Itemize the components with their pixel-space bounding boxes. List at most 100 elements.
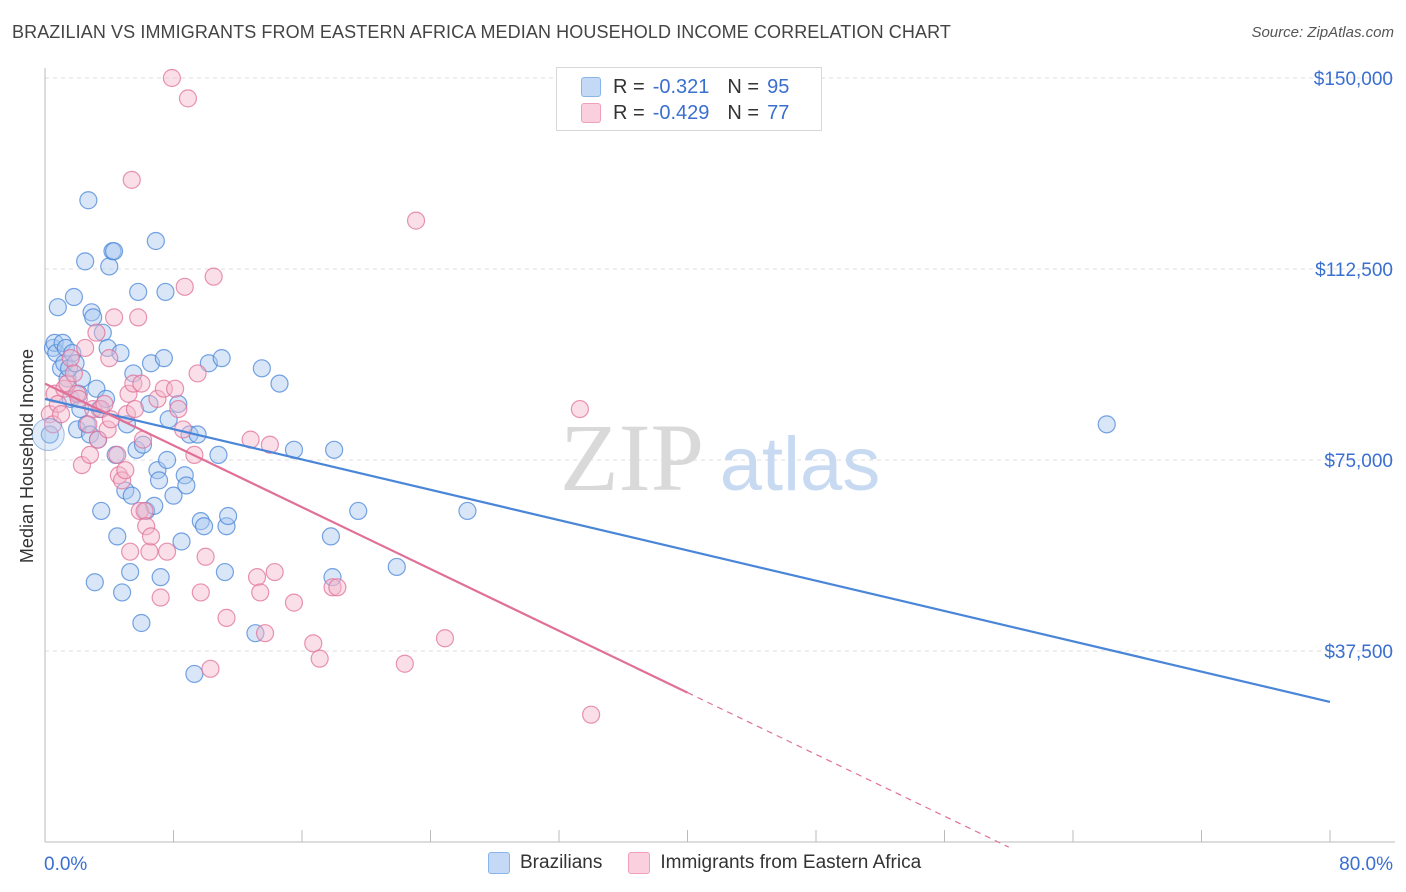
series-eastern-africa <box>40 68 601 724</box>
data-point <box>151 588 170 607</box>
data-point <box>458 501 477 521</box>
data-point <box>146 231 165 251</box>
data-point <box>212 349 231 368</box>
data-point <box>252 359 271 378</box>
series-legend-eastern-africa: Immigrants from Eastern Africa <box>628 852 921 874</box>
data-point <box>108 445 127 465</box>
data-point <box>406 211 426 230</box>
legend-r-label: R = <box>613 101 645 124</box>
watermark: ZIP atlas <box>560 404 880 511</box>
data-point <box>132 613 151 633</box>
trend-line-extension-1 <box>687 692 1010 848</box>
data-point <box>133 435 153 454</box>
data-point <box>178 89 198 108</box>
data-point <box>156 282 175 302</box>
y-tick-label: $150,000 <box>1314 69 1393 90</box>
data-point <box>85 573 104 592</box>
watermark-atlas: atlas <box>720 422 881 507</box>
data-point <box>217 608 236 627</box>
data-point <box>1097 415 1116 434</box>
data-point <box>166 379 185 398</box>
data-point <box>61 349 80 368</box>
data-point <box>188 364 207 383</box>
y-tick-label: $37,500 <box>1324 642 1393 663</box>
data-point <box>79 415 98 434</box>
data-point <box>111 343 130 363</box>
data-point <box>570 399 589 419</box>
data-point <box>108 527 127 546</box>
data-point <box>219 506 238 526</box>
data-point <box>76 252 95 271</box>
data-point <box>104 308 124 327</box>
data-point <box>191 512 210 531</box>
data-point <box>112 583 132 602</box>
data-point <box>435 629 455 648</box>
data-point <box>177 476 196 495</box>
trend-line-0 <box>44 397 1331 704</box>
data-point <box>172 532 191 551</box>
data-point <box>87 323 106 342</box>
data-point <box>51 405 71 424</box>
data-point <box>328 578 347 597</box>
legend-row-eastern-africa: R = -0.429 N = 77 <box>581 101 807 125</box>
data-point <box>325 440 344 459</box>
data-point <box>323 568 342 587</box>
data-point <box>265 562 284 582</box>
data-point <box>125 399 145 419</box>
data-point <box>185 664 204 684</box>
data-point <box>247 568 267 587</box>
data-point <box>137 517 156 536</box>
data-point <box>31 418 65 452</box>
data-point <box>48 298 67 317</box>
data-point <box>310 649 329 668</box>
data-point <box>215 562 234 582</box>
data-point <box>164 486 183 505</box>
chart-title: BRAZILIAN VS IMMIGRANTS FROM EASTERN AFR… <box>12 22 951 42</box>
data-point <box>116 461 135 480</box>
data-point <box>100 257 119 276</box>
data-point <box>196 547 215 566</box>
data-point <box>321 527 341 546</box>
data-point <box>323 578 342 597</box>
y-tick-label: $75,000 <box>1324 451 1393 472</box>
data-point <box>129 308 148 327</box>
gridlines <box>45 77 1395 652</box>
data-point <box>84 308 103 327</box>
series-brazilians <box>40 191 1116 684</box>
correlation-legend: R = -0.321 N = 95 R = -0.429 N = 77 <box>556 67 822 131</box>
data-point <box>104 242 124 261</box>
data-point <box>79 191 98 210</box>
data-points <box>31 68 1116 724</box>
data-point <box>284 593 304 612</box>
data-point <box>122 486 141 505</box>
data-point <box>175 277 194 296</box>
data-point <box>140 542 159 561</box>
data-point <box>162 68 181 88</box>
data-point <box>151 568 170 587</box>
legend-r-label: R = <box>613 75 645 98</box>
series-swatch-brazilians <box>488 852 510 874</box>
data-point <box>191 583 210 602</box>
data-point <box>194 517 214 536</box>
data-point <box>169 394 188 414</box>
x-tick-label: 0.0% <box>44 854 87 875</box>
data-point <box>387 557 406 577</box>
trend-lines <box>44 382 1331 848</box>
data-point <box>64 287 84 307</box>
data-point <box>169 399 188 419</box>
tick-labels: $37,500 $75,000 $112,500 $150,000 0.0% 80.0% <box>44 69 1393 875</box>
data-point <box>204 267 223 286</box>
data-point <box>209 445 228 465</box>
data-point <box>260 435 279 454</box>
legend-n-label: N = <box>727 101 760 124</box>
trend-line-1 <box>44 382 688 694</box>
legend-r-value: -0.429 <box>652 101 710 124</box>
data-point <box>122 170 141 189</box>
data-point <box>349 501 368 521</box>
data-point <box>246 624 265 643</box>
legend-swatch-brazilians <box>581 77 601 97</box>
series-label-eastern-africa: Immigrants from Eastern Africa <box>660 852 922 873</box>
data-point <box>92 501 111 521</box>
data-point <box>132 374 151 393</box>
